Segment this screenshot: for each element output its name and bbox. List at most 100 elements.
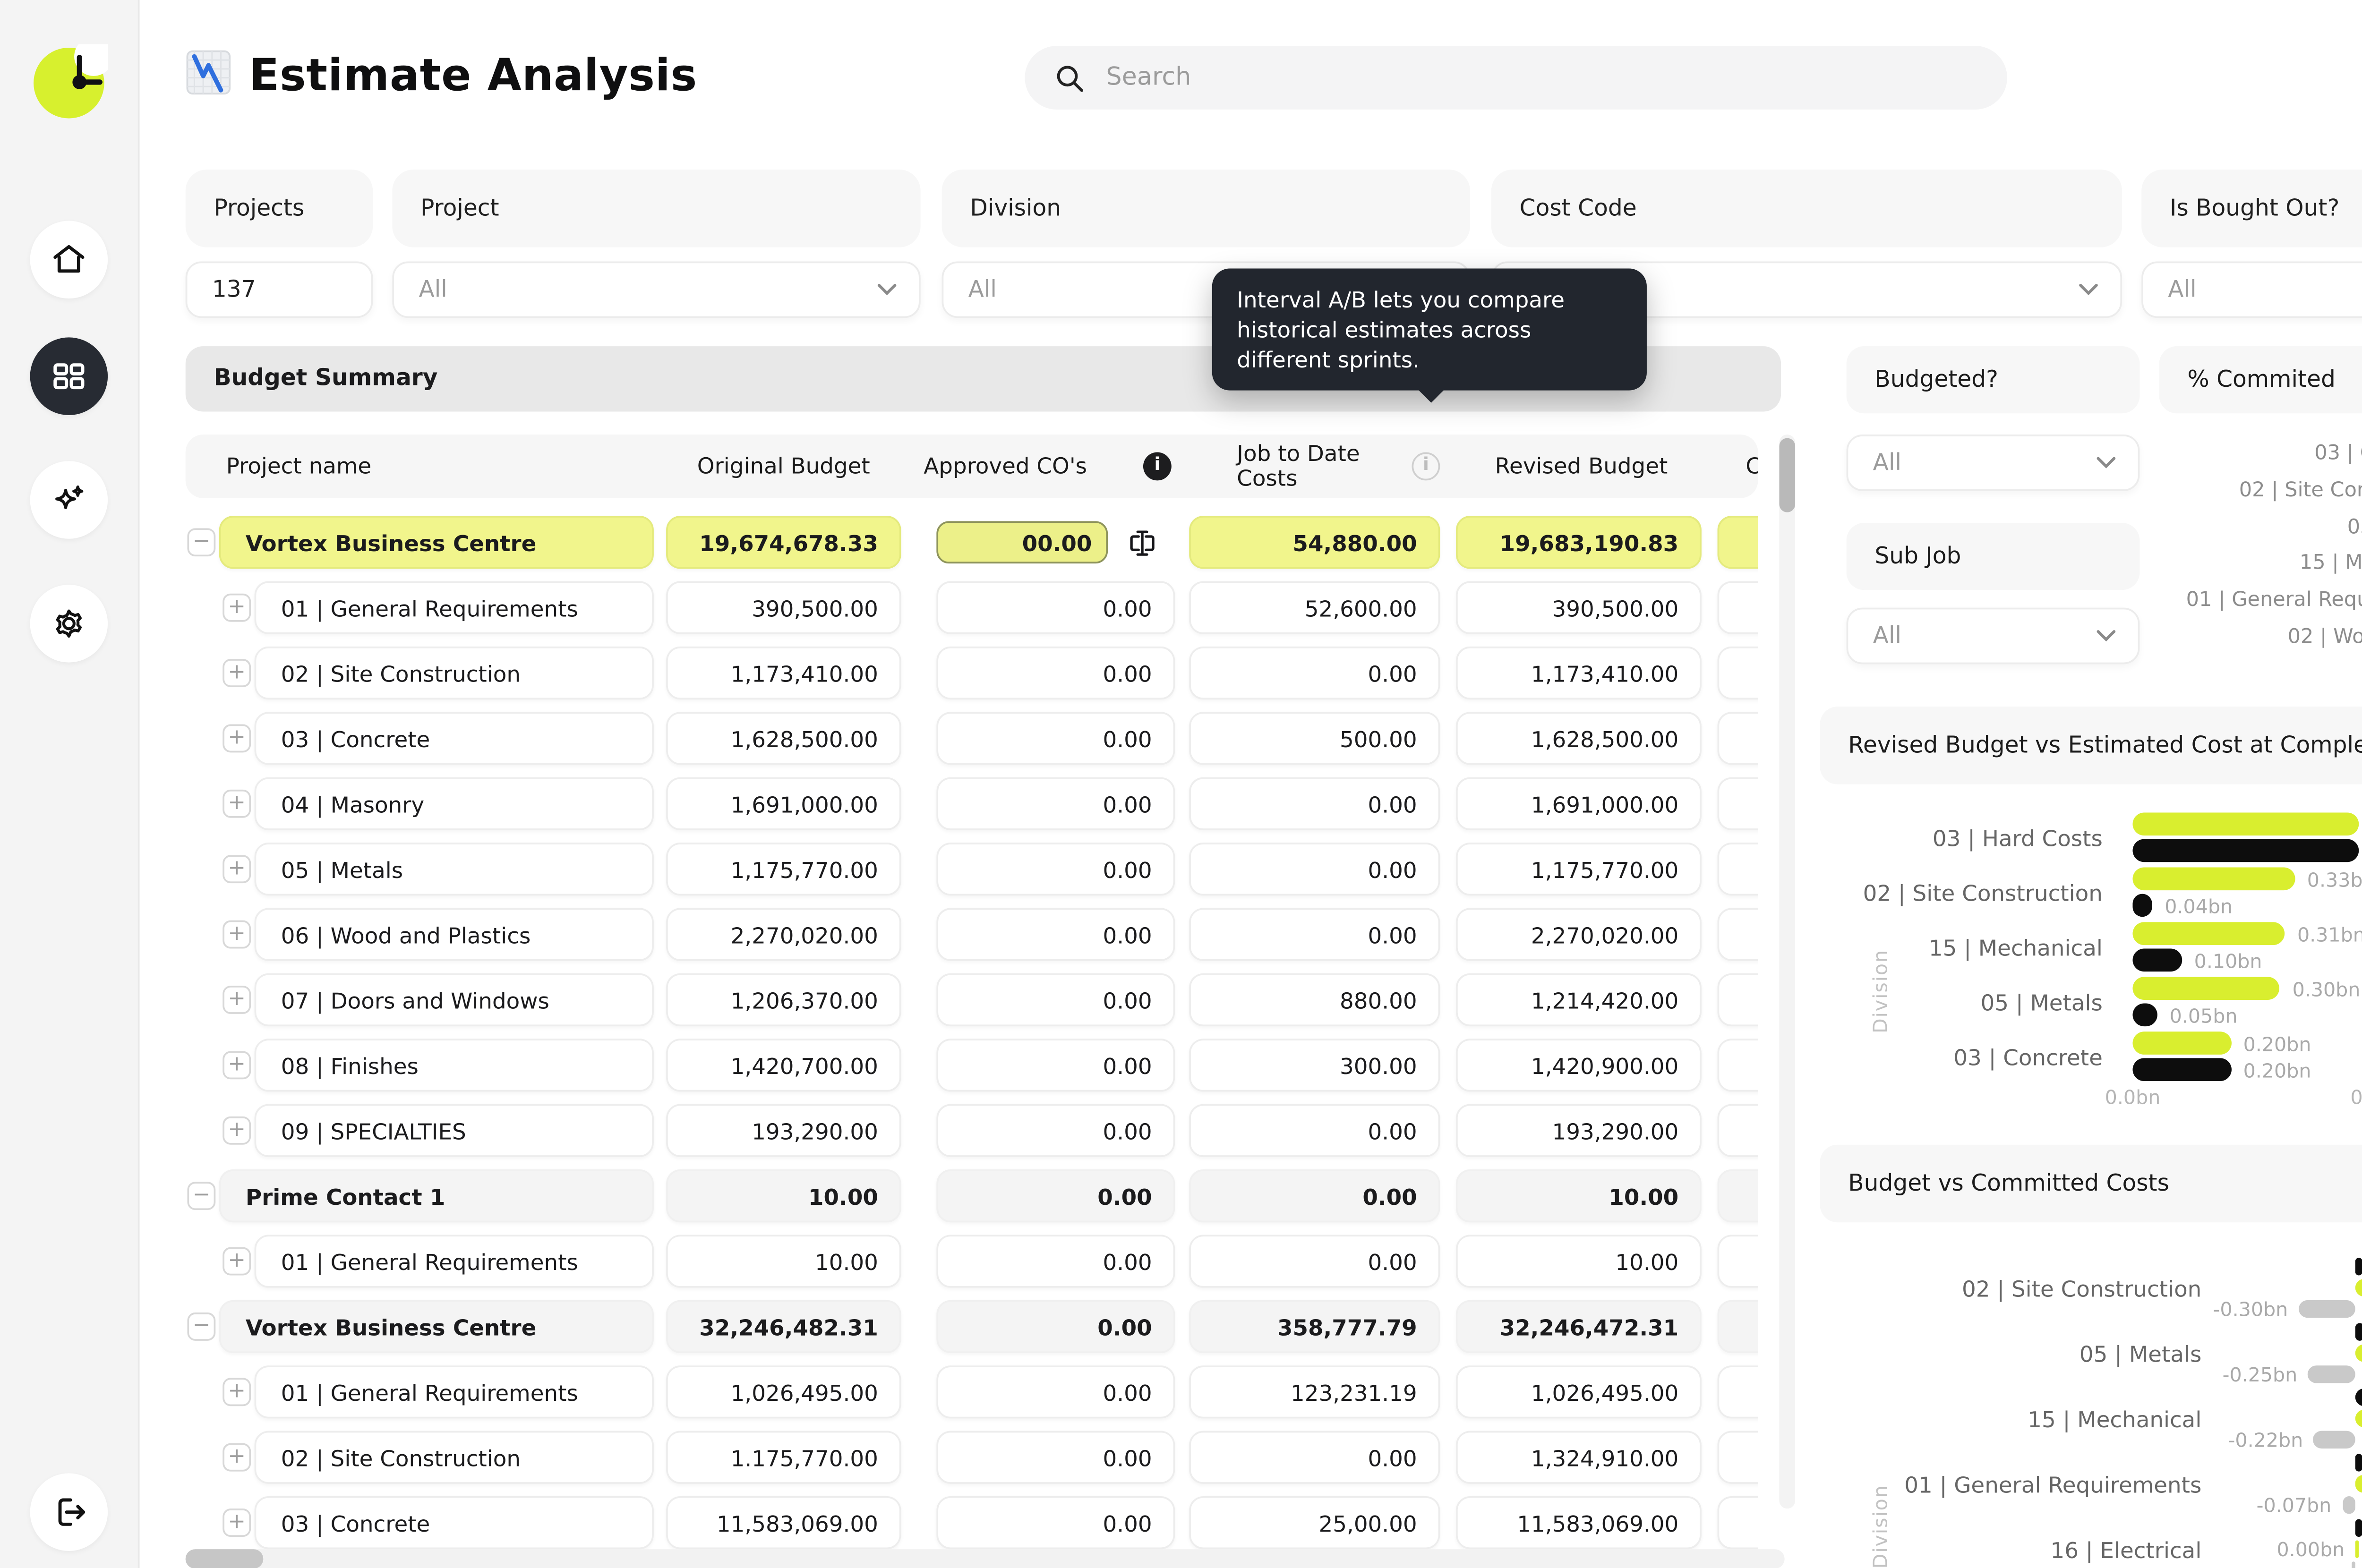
table-row: +03 | Concrete 1,628,500.00 0.00 500.00 1,62…: [186, 712, 1758, 765]
compare-book-icon[interactable]: [1127, 528, 1157, 558]
horizontal-scrollbar-thumb[interactable]: [185, 1549, 264, 1568]
cell-clipped: [1717, 843, 1758, 896]
budget-vs-committed-title: Budget vs Committed Costs: [1820, 1144, 2362, 1223]
row-expand-button[interactable]: +: [223, 855, 251, 884]
x-axis-tick: 0.0bn: [2105, 1086, 2161, 1109]
cell-revised-budget: 1,691,000.00: [1455, 777, 1702, 830]
cell-clipped: [1717, 1431, 1758, 1484]
cell-project-name: 04 | Masonry: [254, 777, 654, 830]
sidebar-item-assistant[interactable]: [30, 461, 108, 539]
bar-value-label: 0.05bn: [2169, 1005, 2238, 1028]
cell-approved-cos: 0.00: [936, 973, 1175, 1027]
chart-category-label: 03 | Hard Costs: [1932, 825, 2103, 852]
budgeted-select[interactable]: All: [1846, 435, 2140, 491]
cell-clipped: [1717, 1365, 1758, 1419]
bar-value-label: 0.10bn: [2194, 950, 2262, 973]
sidebar-item-logout[interactable]: [30, 1473, 108, 1551]
committed-costs-bar: [2355, 1540, 2359, 1558]
cell-project-name: 08 | Finishes: [254, 1039, 654, 1092]
approved-cos-info-icon[interactable]: i: [1143, 452, 1172, 481]
cell-clipped: [1717, 908, 1758, 961]
row-expand-button[interactable]: +: [223, 1051, 251, 1080]
cell-project-name: 05 | Metals: [254, 843, 654, 896]
approved-cos-input[interactable]: [936, 521, 1108, 564]
bar-value-label: 0.00bn: [2276, 1538, 2345, 1562]
row-expand-button[interactable]: +: [223, 593, 251, 622]
sidebar-item-home[interactable]: [30, 221, 108, 299]
cell-clipped: [1717, 712, 1758, 765]
row-collapse-button[interactable]: −: [187, 1182, 216, 1210]
bar-value-label: -0.22bn: [2228, 1429, 2303, 1452]
row-expand-button[interactable]: +: [223, 1116, 251, 1145]
sub-job-select[interactable]: All: [1846, 607, 2140, 665]
cell-clipped: [1717, 1169, 1758, 1223]
revised-budget-bar: [2132, 948, 2182, 972]
filter-input-projects[interactable]: 137: [185, 261, 373, 318]
cell-approved-cos: 0.00: [936, 1235, 1175, 1288]
cell-job-to-date-costs: 0.00: [1189, 646, 1440, 700]
search-input[interactable]: [1102, 61, 1923, 94]
row-expand-button[interactable]: +: [223, 789, 251, 818]
search-bar[interactable]: [1025, 46, 2007, 110]
horizontal-scrollbar-track[interactable]: [185, 1549, 1785, 1568]
vertical-scrollbar-thumb[interactable]: [1779, 438, 1796, 512]
projects-over-under-bar: [2308, 1365, 2355, 1383]
ecac-bar: [2132, 812, 2359, 836]
committed-costs-bar: [2355, 1409, 2362, 1428]
column-header-job-to-date-costs: Job to Date Costs: [1237, 440, 1360, 491]
cell-original-budget: 1,175,770.00: [666, 843, 901, 896]
cell-original-budget: 11,583,069.00: [666, 1496, 901, 1550]
job-to-date-info-icon[interactable]: i: [1412, 452, 1440, 481]
cell-job-to-date-costs: 54,880.00: [1189, 516, 1440, 569]
row-collapse-button[interactable]: −: [187, 1312, 216, 1341]
chevron-down-icon: [2096, 450, 2117, 476]
cell-project-name: Prime Contact 1: [219, 1169, 654, 1223]
y-axis-label: Division: [1869, 949, 1892, 1034]
cell-original-budget: 1,628,500.00: [666, 712, 901, 765]
cell-project-name: 02 | Site Construction: [254, 646, 654, 700]
row-expand-button[interactable]: +: [223, 1378, 251, 1406]
filter-select-project[interactable]: All: [392, 261, 921, 318]
row-expand-button[interactable]: +: [223, 1443, 251, 1472]
row-expand-button[interactable]: +: [223, 659, 251, 687]
row-expand-button[interactable]: +: [223, 920, 251, 949]
cell-approved-cos: 0.00: [936, 712, 1175, 765]
revised-budget-bar: [2132, 1003, 2157, 1027]
table-row: +04 | Masonry 1,691,000.00 0.00 0.00 1,691,0…: [186, 777, 1758, 830]
search-icon: [1053, 62, 1085, 94]
table-row: +01 | General Requirements 390,500.00 0.00…: [186, 581, 1758, 634]
cell-approved-cos: 0.00: [936, 1104, 1175, 1157]
filter-select-is-bought-out[interactable]: All: [2141, 261, 2362, 318]
revised-budget-bar: [2132, 839, 2359, 862]
cell-revised-budget: 1,628,500.00: [1455, 712, 1702, 765]
sidebar-item-dashboard[interactable]: [30, 337, 108, 415]
chart-category-label: 03 | Concrete: [1953, 1044, 2103, 1071]
table-row: +01 | General Requirements 1,026,495.00 0.…: [186, 1365, 1758, 1419]
sidebar: [0, 0, 140, 1568]
table-row: +08 | Finishes 1,420,700.00 0.00 300.00 1,42…: [186, 1039, 1758, 1092]
cell-clipped: [1717, 973, 1758, 1027]
app-logo-icon[interactable]: [30, 37, 113, 122]
row-expand-button[interactable]: +: [223, 1508, 251, 1537]
row-expand-button[interactable]: +: [223, 986, 251, 1014]
projects-over-under-bar: [2342, 1496, 2355, 1514]
chart-category-label: 03 | Gear Sets: [2314, 440, 2362, 465]
row-expand-button[interactable]: +: [223, 724, 251, 753]
revised-budget-bar: [2355, 1258, 2362, 1276]
cell-project-name: 02 | Site Construction: [254, 1431, 654, 1484]
cell-original-budget: 390,500.00: [666, 581, 901, 634]
cell-original-budget: 193,290.00: [666, 1104, 901, 1157]
sidebar-item-settings[interactable]: [30, 585, 108, 663]
row-expand-button[interactable]: +: [223, 1247, 251, 1276]
cell-job-to-date-costs: 0.00: [1189, 843, 1440, 896]
vertical-scrollbar-track[interactable]: [1779, 435, 1796, 1509]
bar-value-label: -0.30bn: [2213, 1298, 2288, 1321]
cell-project-name: 03 | Concrete: [254, 712, 654, 765]
cell-clipped: [1717, 646, 1758, 700]
cell-original-budget: 1,206,370.00: [666, 973, 901, 1027]
cell-job-to-date-costs: 0.00: [1189, 1431, 1440, 1484]
row-collapse-button[interactable]: −: [187, 528, 216, 557]
